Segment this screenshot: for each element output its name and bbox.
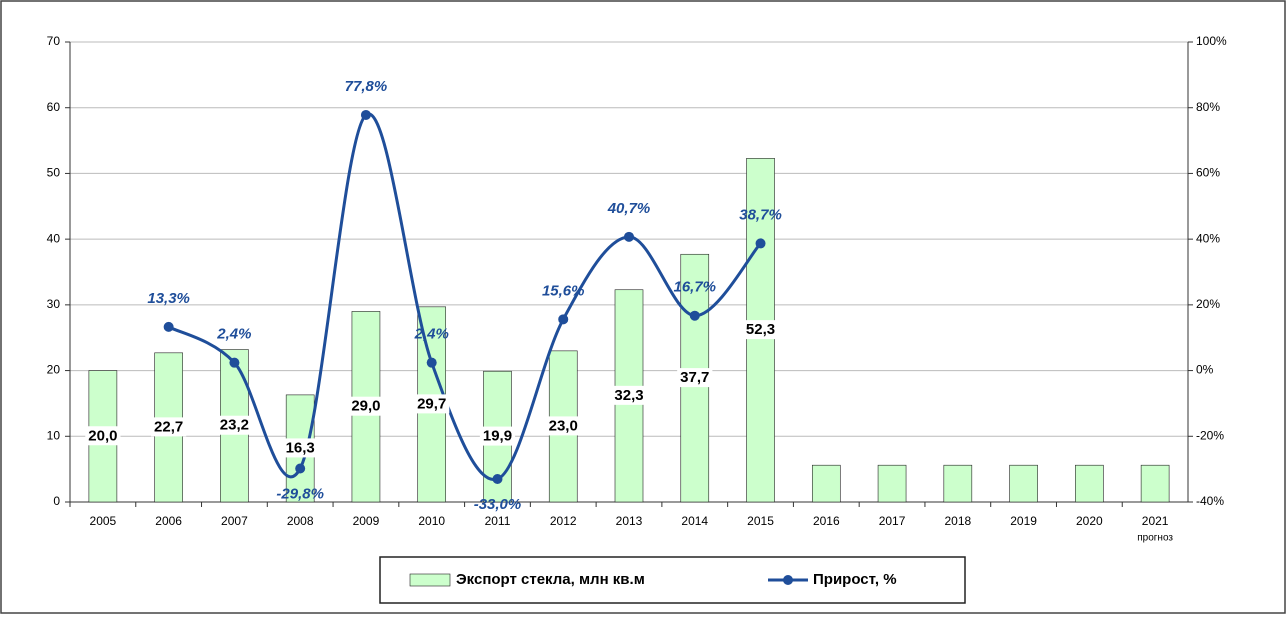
legend-marker xyxy=(783,575,793,585)
bar xyxy=(877,464,907,503)
x-tick-label: 2006 xyxy=(155,514,182,528)
legend-box xyxy=(379,556,966,604)
data-label-bg xyxy=(348,396,384,416)
data-label: 29,0 xyxy=(351,398,380,415)
legend-label: Экспорт стекла, млн кв.м xyxy=(456,571,645,588)
bar xyxy=(811,464,841,503)
data-label-bg xyxy=(151,417,187,437)
data-label: 40,7% xyxy=(607,200,651,217)
data-label-bg xyxy=(545,416,581,436)
data-label: 29,7 xyxy=(417,395,446,412)
y-tick-label: 40 xyxy=(47,231,61,245)
data-label: 77,8% xyxy=(345,78,388,95)
line-marker xyxy=(492,474,503,484)
x-tick-label: 2020 xyxy=(1076,514,1103,528)
y-tick-label: 50 xyxy=(47,166,61,180)
data-label: 22,7 xyxy=(154,418,183,435)
x-tick-label: 2016 xyxy=(813,514,840,528)
data-label-bg xyxy=(742,320,779,340)
legend-swatch xyxy=(409,573,451,587)
y2-tick-label: 80% xyxy=(1196,100,1220,114)
data-label: 23,2 xyxy=(220,417,249,434)
y2-tick-label: 20% xyxy=(1196,297,1220,311)
data-label: 13,3% xyxy=(147,290,190,307)
data-label: -33,0% xyxy=(474,496,522,513)
line-marker xyxy=(689,310,700,321)
line-marker xyxy=(295,463,306,474)
y-tick-label: 0 xyxy=(53,494,60,508)
line-marker xyxy=(360,109,371,120)
y2-tick-label: 0% xyxy=(1196,363,1214,377)
data-label-bg xyxy=(611,385,647,405)
y2-tick-label: 40% xyxy=(1196,231,1220,245)
line-marker xyxy=(558,314,569,325)
y2-tick-label: 100% xyxy=(1196,34,1227,48)
x-tick-label: 2013 xyxy=(616,514,643,528)
x-tick-label: 2010 xyxy=(418,514,445,528)
line-marker xyxy=(229,357,240,368)
y-tick-label: 30 xyxy=(47,297,61,311)
bar xyxy=(943,464,973,503)
x-tick-label: 2007 xyxy=(221,514,248,528)
x-tick-label: 2018 xyxy=(944,514,971,528)
x-tick-label: 2012 xyxy=(550,514,577,528)
line-marker xyxy=(163,321,174,332)
x-tick-label: 2011 xyxy=(485,514,511,528)
x-tick-label: 2017 xyxy=(879,514,906,528)
x-tick-label: 2014 xyxy=(681,514,708,528)
data-label: 16,3 xyxy=(286,439,315,456)
bar xyxy=(1009,464,1038,503)
y-tick-label: 70 xyxy=(47,34,61,48)
x-annotation: прогноз xyxy=(1137,533,1173,544)
line-marker xyxy=(624,231,634,242)
bar xyxy=(1075,464,1104,503)
y2-tick-label: 60% xyxy=(1196,166,1220,180)
y2-tick-label: -20% xyxy=(1196,428,1224,442)
legend-label: Прирост, % xyxy=(813,571,897,588)
y-tick-label: 20 xyxy=(47,363,61,377)
data-label-bg xyxy=(479,426,516,446)
y2-tick-label: -40% xyxy=(1196,494,1224,508)
data-label: 37,7 xyxy=(680,369,709,386)
data-label: 32,3 xyxy=(614,387,643,404)
data-label: 52,3 xyxy=(746,321,775,338)
data-label: 16,7% xyxy=(673,279,716,296)
y-tick-label: 60 xyxy=(47,100,61,114)
data-label-bg xyxy=(414,394,450,414)
x-tick-label: 2008 xyxy=(287,514,314,528)
data-label: -29,8% xyxy=(276,485,324,502)
data-label: 38,7% xyxy=(739,206,782,223)
data-label: 2,4% xyxy=(216,326,251,343)
data-label-bg xyxy=(282,438,318,458)
x-tick-label: 2015 xyxy=(747,514,774,528)
data-label-bg xyxy=(216,415,253,435)
line-marker xyxy=(426,357,437,368)
x-tick-label: 2021 xyxy=(1142,514,1169,528)
x-tick-label: 2005 xyxy=(90,514,117,528)
y-tick-label: 10 xyxy=(47,428,61,442)
data-label: 19,9 xyxy=(483,428,512,445)
bar xyxy=(1140,464,1170,503)
data-label: 15,6% xyxy=(542,282,585,299)
data-label: 23,0 xyxy=(549,417,578,434)
data-label: 20,0 xyxy=(88,427,117,444)
line-marker xyxy=(755,238,766,249)
data-label: 2,4% xyxy=(414,326,449,343)
x-tick-label: 2019 xyxy=(1010,514,1037,528)
data-label-bg xyxy=(677,368,713,388)
data-label-bg xyxy=(85,426,121,446)
x-tick-label: 2009 xyxy=(353,514,380,528)
